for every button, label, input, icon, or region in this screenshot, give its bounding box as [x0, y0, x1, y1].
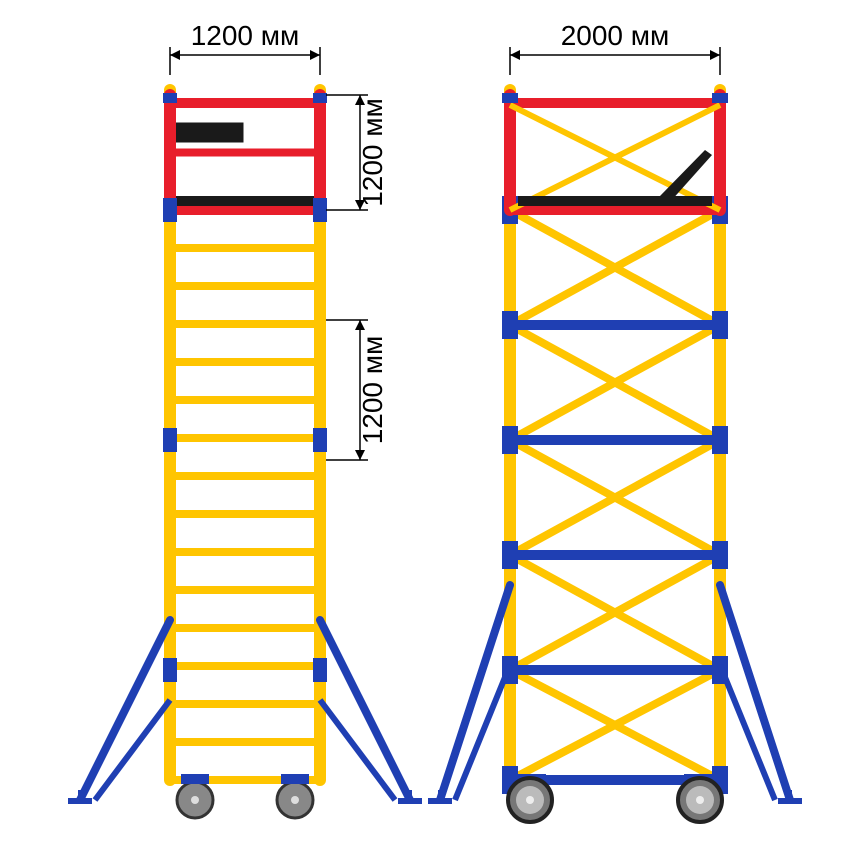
tower-side — [428, 47, 802, 822]
dim-left-width: 1200 мм — [191, 20, 300, 51]
dim-left-section-top: 1200 мм — [357, 98, 388, 207]
dim-right-width: 2000 мм — [561, 20, 670, 51]
dim-left-section-mid: 1200 мм — [357, 336, 388, 445]
